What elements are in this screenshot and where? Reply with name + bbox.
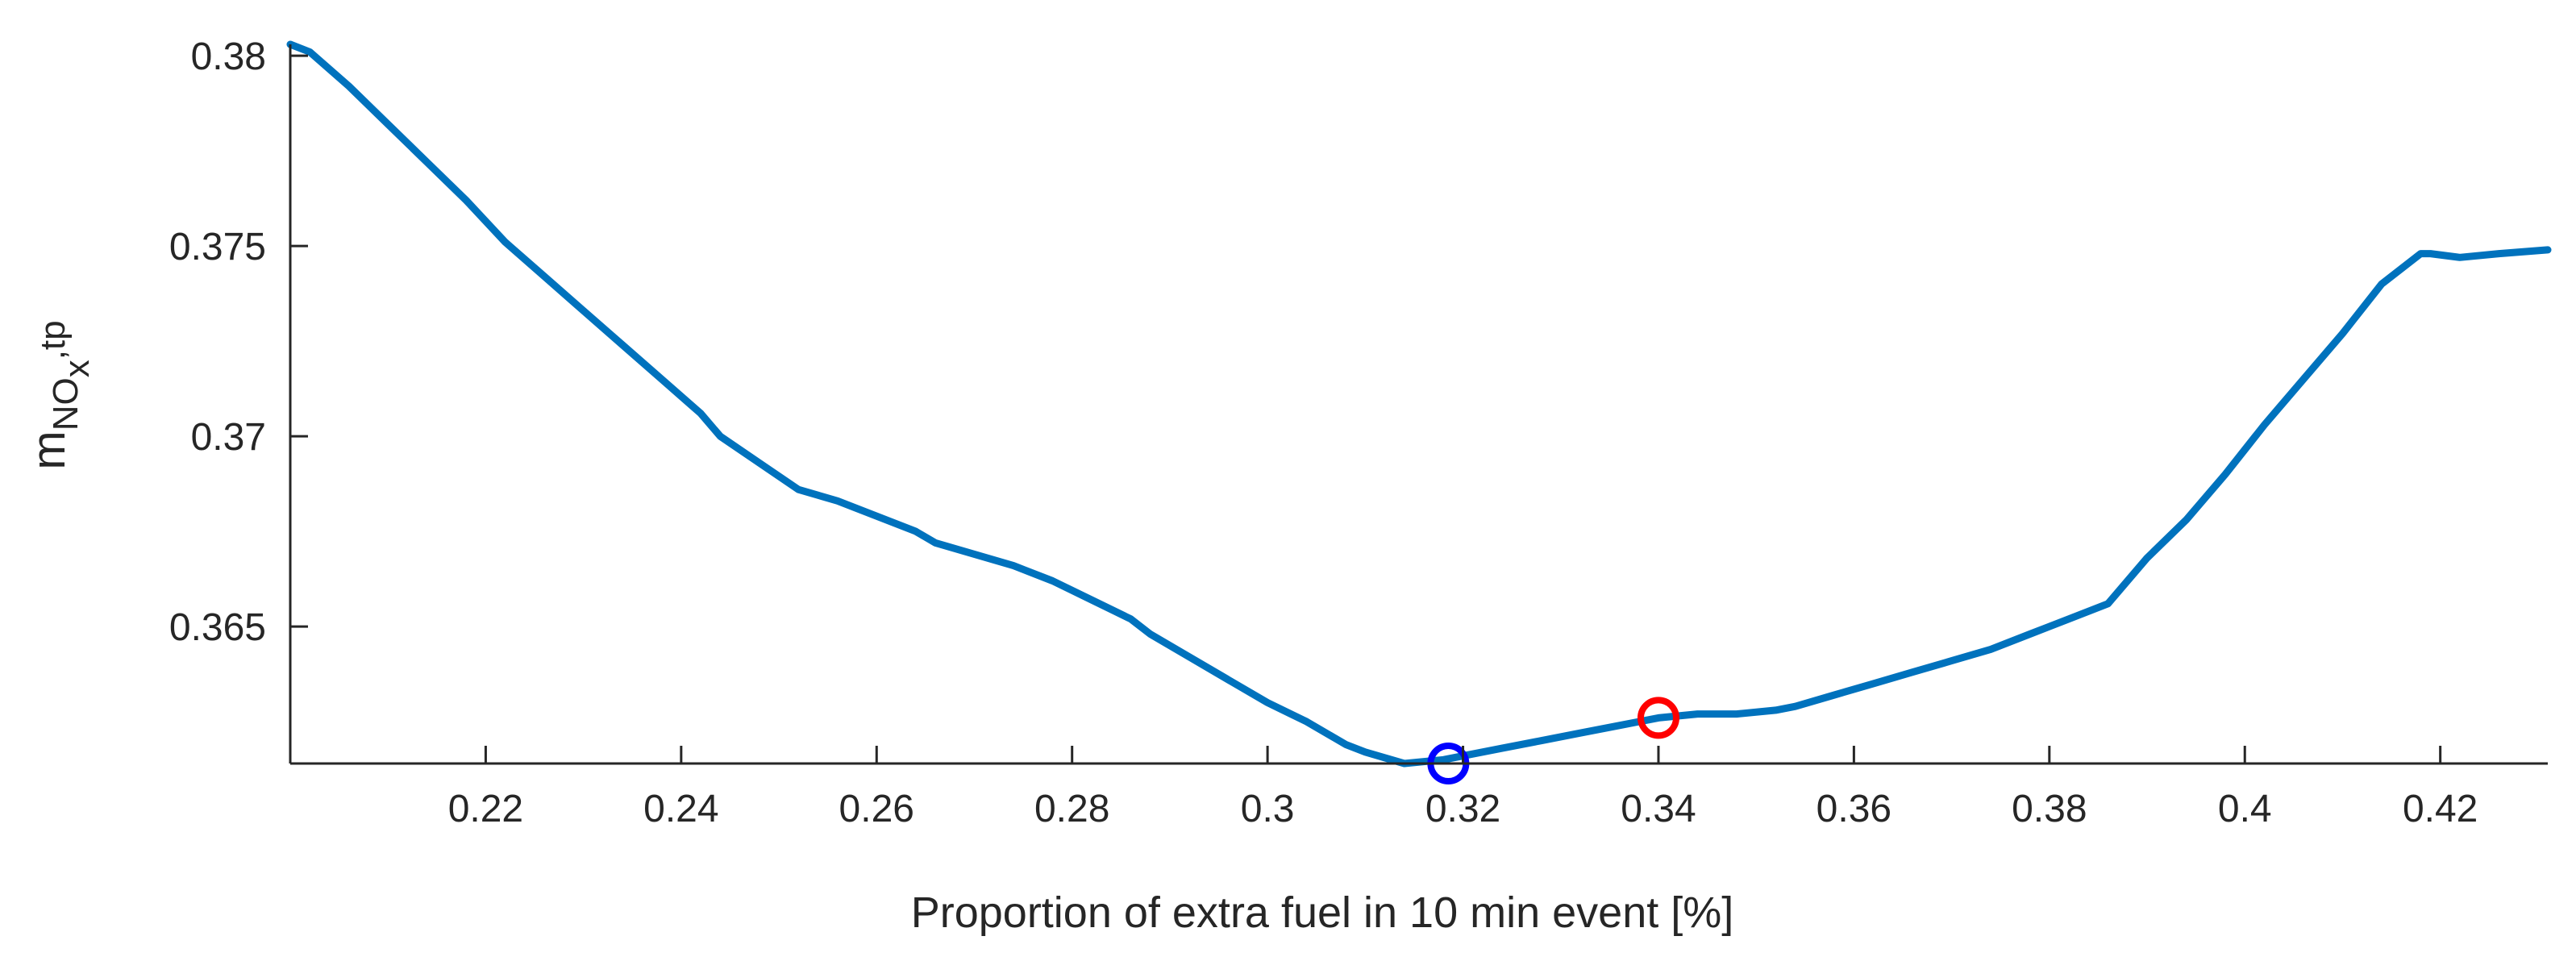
y-tick-label: 0.365 bbox=[169, 606, 266, 649]
x-tick-label: 0.24 bbox=[643, 788, 718, 830]
y-axis-title-base: m bbox=[23, 431, 75, 469]
y-axis-title-suffix: ,tp bbox=[33, 320, 73, 360]
x-axis-ticks: 0.22 0.24 0.26 0.28 0.3 0.32 0.34 0.36 0.38 0.4 0.… bbox=[448, 746, 2478, 830]
y-axis-title-sub: NO bbox=[46, 377, 85, 431]
x-tick-label: 0.26 bbox=[839, 788, 914, 830]
x-tick-label: 0.3 bbox=[1241, 788, 1295, 830]
x-tick-label: 0.36 bbox=[1817, 788, 1891, 830]
x-tick-label: 0.4 bbox=[2218, 788, 2272, 830]
x-tick-label: 0.22 bbox=[448, 788, 523, 830]
y-tick-label: 0.38 bbox=[191, 35, 266, 78]
y-axis-title: mNOx,tp bbox=[23, 320, 97, 469]
series-line bbox=[286, 40, 2552, 768]
y-axis-title-subsub: x bbox=[57, 360, 97, 377]
y-tick-label: 0.375 bbox=[169, 226, 266, 268]
x-axis-title: Proportion of extra fuel in 10 min event… bbox=[911, 888, 1734, 937]
x-tick-label: 0.38 bbox=[2012, 788, 2087, 830]
x-tick-label: 0.42 bbox=[2403, 788, 2478, 830]
y-tick-label: 0.37 bbox=[191, 416, 266, 459]
selected-marker bbox=[1637, 697, 1679, 739]
x-tick-label: 0.32 bbox=[1425, 788, 1500, 830]
x-tick-label: 0.34 bbox=[1621, 788, 1696, 830]
x-tick-label: 0.28 bbox=[1034, 788, 1109, 830]
plot-area bbox=[286, 40, 2552, 784]
y-axis-ticks: 0.365 0.37 0.375 0.38 bbox=[169, 35, 308, 649]
